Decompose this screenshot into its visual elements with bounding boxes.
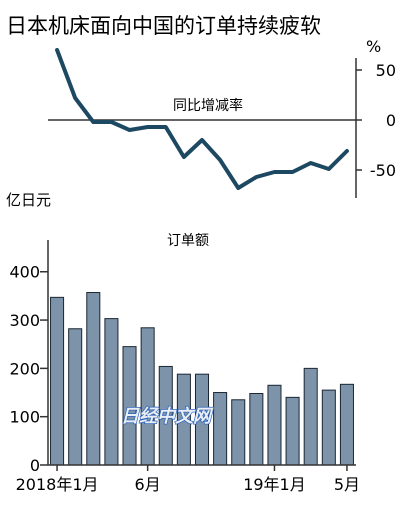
- bar: [68, 328, 83, 466]
- line-series: [55, 48, 349, 190]
- bar: [104, 318, 119, 466]
- bar: [231, 399, 246, 466]
- bar: [213, 392, 228, 466]
- line-chart: 同比增减率 % 50 0 -50: [48, 37, 396, 198]
- bar: [267, 384, 282, 466]
- bar-y-tick-label: 0: [30, 456, 40, 475]
- bar: [140, 327, 155, 466]
- bar: [249, 392, 264, 466]
- bar-chart-x-ticks: 2018年1月 6月 19年1月 5月: [16, 465, 360, 494]
- bar-x-tick-label: 5月: [334, 475, 360, 494]
- bar-x-tick-label: 2018年1月: [16, 475, 99, 494]
- bar-y-tick-label: 100: [9, 408, 40, 427]
- bar: [321, 389, 336, 466]
- bar-chart: 亿日元 订单额 0 100 200 300 400 2018年1月 6月 19年1月 5月: [6, 191, 360, 494]
- line-chart-unit: %: [366, 37, 381, 56]
- bar-chart-axis: [47, 240, 356, 466]
- bar: [50, 296, 65, 466]
- bar-chart-bars: [50, 292, 354, 466]
- bar-chart-y-ticks: 0 100 200 300 400: [9, 263, 48, 475]
- line-chart-title: 同比增减率: [173, 97, 243, 114]
- bar-y-tick-label: 400: [9, 263, 40, 282]
- bar-y-tick-label: 200: [9, 359, 40, 378]
- bar: [303, 367, 318, 466]
- bar: [285, 396, 300, 466]
- page-title: 日本机床面向中国的订单持续疲软: [6, 14, 321, 38]
- line-chart-y-ticks: 50 0 -50: [356, 61, 396, 180]
- line-y-tick-label: -50: [370, 161, 396, 180]
- line-y-tick-label: 0: [386, 111, 396, 130]
- bar-chart-title: 订单额: [167, 233, 209, 249]
- line-y-tick-label: 50: [376, 61, 396, 80]
- bar-x-tick-label: 19年1月: [243, 475, 306, 494]
- bar-chart-unit: 亿日元: [6, 191, 51, 209]
- watermark: 日经中文网: [121, 406, 214, 427]
- bar: [86, 292, 101, 466]
- bar-y-tick-label: 300: [9, 311, 40, 330]
- bar-x-tick-label: 6月: [135, 475, 161, 494]
- line-chart-axis: [48, 58, 357, 198]
- bar: [339, 383, 354, 466]
